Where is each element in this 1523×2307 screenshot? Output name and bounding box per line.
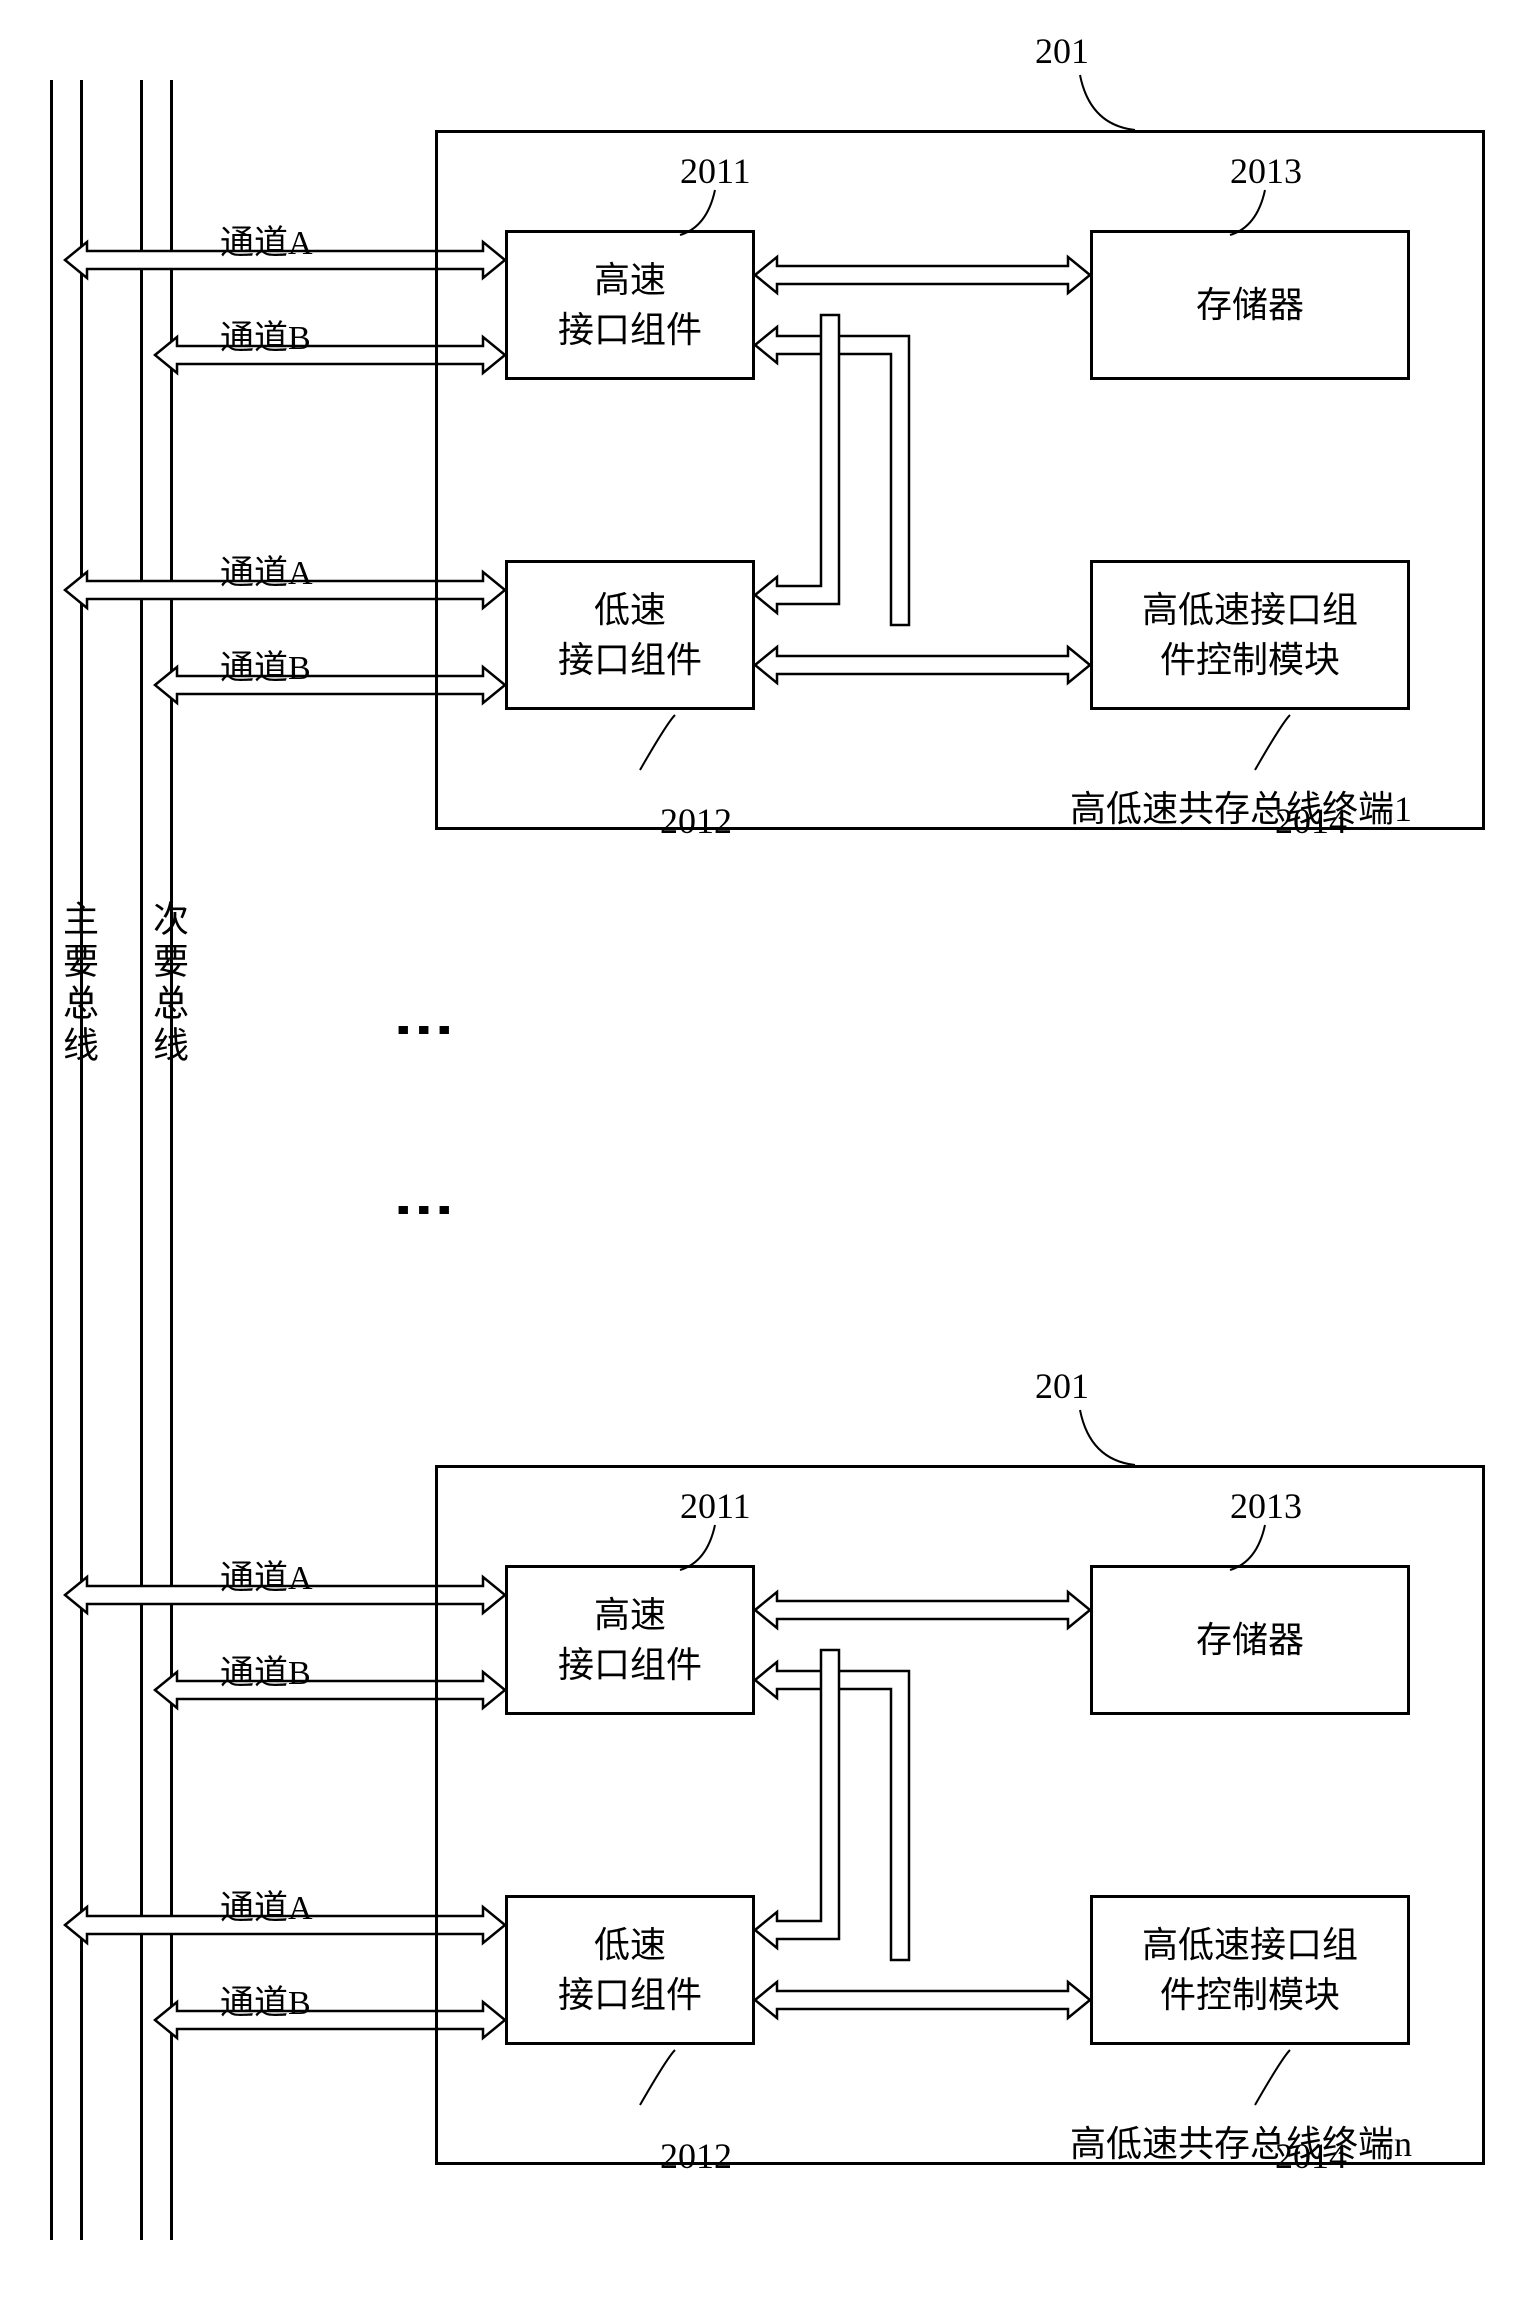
mem-box: 存储器 (1090, 1565, 1410, 1715)
secondary-bus-line (170, 80, 173, 2240)
ls-callout: 2012 (660, 2135, 732, 2177)
ctl-box: 高低速接口组 件控制模块 (1090, 560, 1410, 710)
terminal-callout: 201 (1035, 30, 1089, 72)
ctl-callout: 2014 (1275, 2135, 1347, 2177)
mem-box: 存储器 (1090, 230, 1410, 380)
secondary-bus-line (140, 80, 143, 2240)
terminal-label: 高低速共存总线终端1 (1070, 780, 1412, 832)
ctl-box: 高低速接口组 件控制模块 (1090, 1895, 1410, 2045)
primary-bus-line (50, 80, 53, 2240)
channel-label: 通道B (220, 310, 311, 359)
primary-bus-line (80, 80, 83, 2240)
terminal-callout: 201 (1035, 1365, 1089, 1407)
ls-box: 低速 接口组件 (505, 560, 755, 710)
mem-callout: 2013 (1230, 150, 1302, 192)
ls-box: 低速 接口组件 (505, 1895, 755, 2045)
ellipsis: ⋮ (390, 1000, 460, 1064)
ls-callout: 2012 (660, 800, 732, 842)
hs-box: 高速 接口组件 (505, 1565, 755, 1715)
channel-label: 通道A (220, 1880, 313, 1929)
channel-label: 通道B (220, 640, 311, 689)
hs-callout: 2011 (680, 150, 751, 192)
primary-bus-label: 主要总线 (52, 900, 104, 1068)
diagram-canvas: 主要总线次要总线 201 高低速共存总线终端1 高速 接口组件 2011 存储器 2013 低… (20, 20, 1523, 2287)
hs-callout: 2011 (680, 1485, 751, 1527)
hs-box: 高速 接口组件 (505, 230, 755, 380)
mem-callout: 2013 (1230, 1485, 1302, 1527)
channel-label: 通道B (220, 1975, 311, 2024)
ctl-callout: 2014 (1275, 800, 1347, 842)
channel-label: 通道A (220, 545, 313, 594)
ellipsis: ⋮ (390, 1180, 460, 1244)
terminal-label: 高低速共存总线终端n (1070, 2115, 1412, 2167)
channel-label: 通道A (220, 1550, 313, 1599)
channel-label: 通道A (220, 215, 313, 264)
channel-label: 通道B (220, 1645, 311, 1694)
secondary-bus-label: 次要总线 (142, 900, 194, 1068)
